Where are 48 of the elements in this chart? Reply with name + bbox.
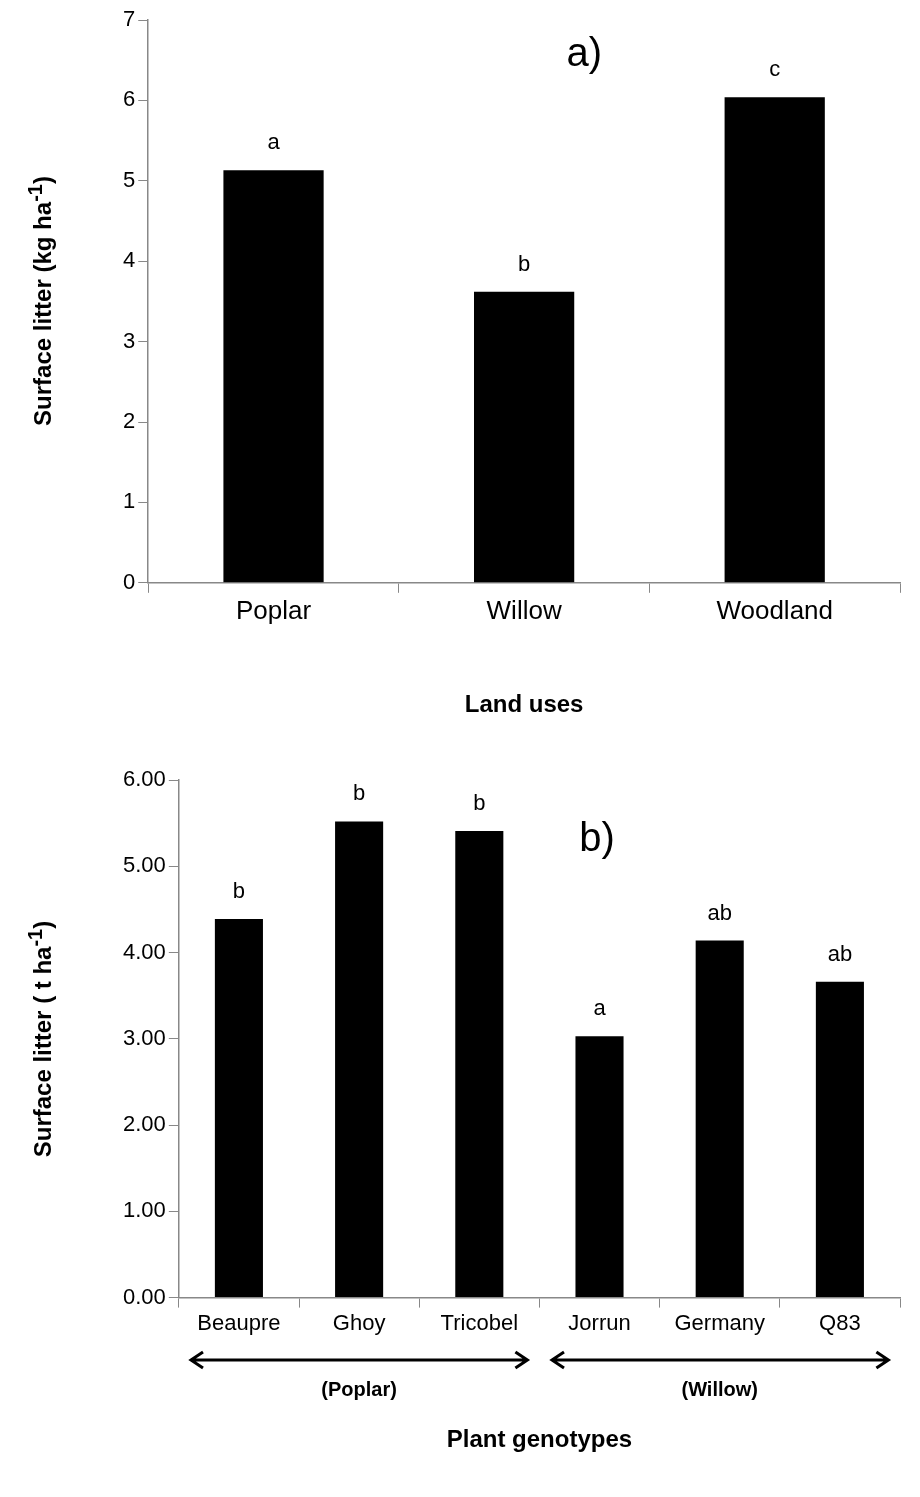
- x-tick-label: Jorrun: [568, 1309, 631, 1335]
- x-axis-title: Plant genotypes: [446, 1425, 633, 1453]
- text: (Poplar): [321, 1378, 397, 1401]
- annotation: b: [352, 780, 366, 806]
- y-tick-label: 3.00: [122, 1024, 166, 1050]
- x-tick-label: Q83: [819, 1309, 861, 1335]
- bar: [455, 830, 504, 1298]
- x-tick-label: Tricobel: [440, 1309, 519, 1335]
- y-tick-label: 1.00: [122, 1197, 166, 1223]
- x-tick-label: Germany: [674, 1309, 765, 1335]
- y-tick-label: 0: [122, 568, 136, 594]
- y-tick-label: 5.00: [122, 852, 166, 878]
- text: (Willow): [681, 1378, 758, 1401]
- y-tick-label: 2.00: [122, 1111, 166, 1137]
- y-tick-label: 1: [122, 488, 136, 514]
- annotation: b: [517, 250, 531, 276]
- annotation: b: [473, 789, 486, 815]
- chart-title: a): [566, 30, 603, 75]
- y-tick-label: 3: [122, 327, 136, 353]
- y-tick-label: 0.00: [122, 1283, 166, 1309]
- x-tick-label: Beaupre: [197, 1309, 281, 1335]
- annotation: a: [267, 129, 281, 155]
- bar: [695, 940, 744, 1298]
- y-tick-label: 7: [122, 6, 136, 32]
- x-tick-label: Poplar: [235, 594, 312, 625]
- bar: [724, 97, 825, 583]
- bar: [335, 821, 384, 1298]
- y-tick-label: 5: [122, 166, 136, 192]
- annotation: c: [769, 56, 781, 82]
- x-axis-title: Land uses: [464, 690, 584, 718]
- bar: [575, 1036, 624, 1298]
- annotation: a: [593, 995, 607, 1021]
- text: b): [579, 815, 615, 860]
- bar: [223, 170, 324, 583]
- annotation: b: [232, 877, 246, 903]
- bar: [815, 981, 864, 1298]
- x-tick-label: Willow: [486, 594, 562, 625]
- bar: [214, 918, 263, 1298]
- x-tick-label: Ghoy: [332, 1309, 386, 1335]
- annotation: ab: [707, 899, 732, 925]
- annotation: ab: [827, 940, 853, 966]
- y-tick-label: 6.00: [122, 766, 166, 792]
- y-tick-label: 2: [122, 408, 136, 434]
- y-tick-label: 4.00: [122, 938, 166, 964]
- bar: [474, 291, 575, 583]
- y-tick-label: 4: [122, 247, 136, 273]
- x-tick-label: Woodland: [716, 594, 834, 625]
- y-tick-label: 6: [122, 86, 136, 112]
